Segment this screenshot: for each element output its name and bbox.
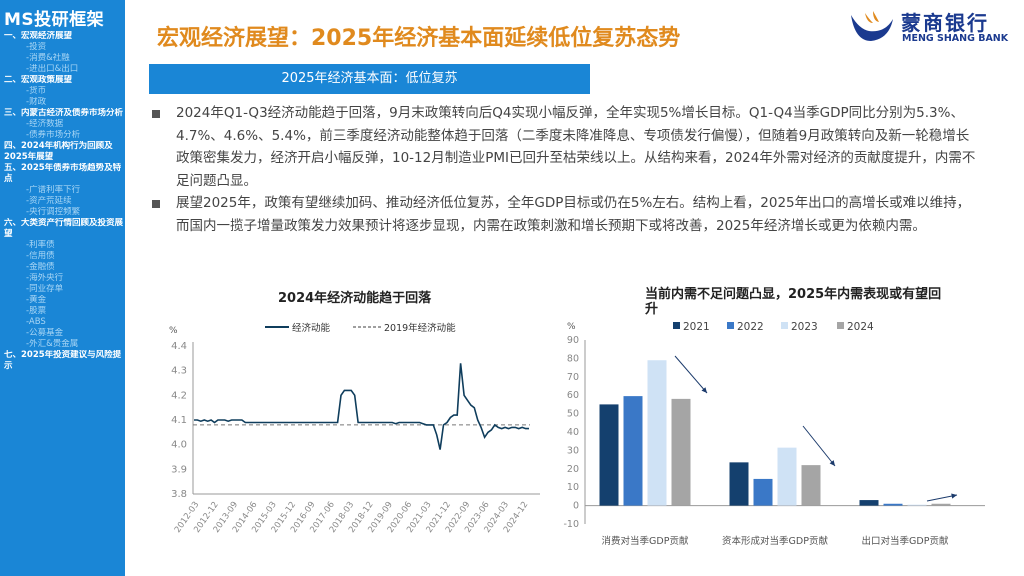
bar: [931, 503, 951, 506]
line-chart-title: 2024年经济动能趋于回落: [278, 291, 432, 306]
paragraph-1: 2024年Q1-Q3经济动能趋于回落，9月末政策转向后Q4实现小幅反弹，全年实现…: [150, 102, 980, 192]
y-tick-label: 10: [567, 482, 579, 493]
sidebar-item[interactable]: -利率债: [26, 240, 55, 250]
legend-swatch: [837, 322, 844, 329]
sidebar-item[interactable]: -广谱利率下行: [26, 185, 81, 195]
y-tick-label: 4.4: [171, 341, 187, 352]
x-category-label: 资本形成对当季GDP贡献: [722, 535, 828, 547]
legend-label: 2023: [791, 321, 818, 333]
bar-chart: % 90 80 70 60 50 40 30 20 10 0 -10 2021 2022 2023 2024 消…: [563, 321, 985, 547]
y-tick-label: 4.2: [171, 390, 187, 401]
legend-swatch: [781, 322, 788, 329]
sidebar-item[interactable]: -ABS: [26, 317, 46, 327]
bar: [753, 478, 773, 506]
y-tick-label: 90: [567, 335, 579, 346]
sidebar-item[interactable]: -黄金: [26, 295, 47, 305]
sidebar-item[interactable]: 五、2025年债券市场趋势及特点: [4, 163, 122, 184]
y-tick-label: 4.0: [171, 440, 187, 451]
logo-text-cn: 蒙商银行: [901, 11, 989, 35]
sidebar-item[interactable]: -信用债: [26, 251, 55, 261]
legend-swatch: [727, 322, 734, 329]
y-tick-label: 80: [567, 353, 579, 364]
y-tick-label: 40: [567, 427, 579, 438]
y-tick-label: 4.3: [171, 366, 187, 377]
sidebar-item[interactable]: -海外央行: [26, 273, 64, 283]
bar: [671, 398, 691, 506]
logo-text-en: MENG SHANG BANK: [902, 33, 1009, 44]
sidebar-item[interactable]: -投资: [26, 42, 47, 52]
paragraph-2: 展望2025年，政策有望继续加码、推动经济低位复苏，全年GDP目标或仍在5%左右…: [150, 192, 980, 237]
sidebar-item[interactable]: -同业存单: [26, 284, 64, 294]
sidebar-item[interactable]: 三、内蒙古经济及债券市场分析: [4, 108, 124, 118]
sidebar-nav: MS投研框架 一、宏观经济展望 -投资 -消费&社融 -进出口&出口 二、宏观政策展望 -…: [0, 0, 125, 576]
trend-arrow-head-icon: [701, 387, 707, 393]
series-line-economic-momentum: [194, 363, 529, 450]
sidebar-item[interactable]: -债券市场分析: [26, 130, 81, 140]
y-tick-label: 60: [567, 390, 579, 401]
sidebar-item[interactable]: -公募基金: [26, 328, 64, 338]
legend-label: 2022: [737, 321, 764, 333]
sidebar-item[interactable]: -央行调控频繁: [26, 207, 81, 217]
bar: [859, 500, 879, 506]
sidebar-item[interactable]: 二、宏观政策展望: [4, 75, 73, 85]
sidebar-item[interactable]: -经济数据: [26, 119, 64, 129]
trend-arrow-icon: [674, 355, 708, 394]
page-title: 宏观经济展望：2025年经济基本面延续低位复苏态势: [157, 26, 681, 51]
sidebar-menu: 一、宏观经济展望 -投资 -消费&社融 -进出口&出口 二、宏观政策展望 -货币 -财政 三、…: [4, 31, 124, 372]
bullet-square-icon: [152, 200, 160, 208]
body-text: 2024年Q1-Q3经济动能趋于回落，9月末政策转向后Q4实现小幅反弹，全年实现…: [150, 102, 980, 237]
trend-arrow-head-icon: [951, 493, 957, 499]
sidebar-item[interactable]: -资产荒延续: [26, 196, 72, 206]
y-tick-label: 30: [567, 445, 579, 456]
bar: [599, 404, 619, 506]
paragraph-text: 展望2025年，政策有望继续加码、推动经济低位复苏，全年GDP目标或仍在5%左右…: [176, 195, 971, 234]
sidebar-item[interactable]: -财政: [26, 97, 47, 107]
sidebar-title: MS投研框架: [4, 10, 105, 30]
section-heading: 2025年经济基本面：低位复苏: [149, 64, 590, 94]
y-tick-label: -10: [563, 519, 579, 530]
trend-arrow-head-icon: [829, 460, 835, 466]
legend-label: 2019年经济动能: [384, 322, 456, 334]
y-unit-label: %: [169, 326, 178, 336]
x-category-label: 出口对当季GDP贡献: [862, 535, 949, 547]
sidebar-item[interactable]: 一、宏观经济展望: [4, 31, 73, 41]
y-tick-label: 0: [573, 501, 579, 512]
bar: [777, 447, 797, 506]
paragraph-text: 2024年Q1-Q3经济动能趋于回落，9月末政策转向后Q4实现小幅反弹，全年实现…: [176, 105, 976, 189]
y-tick-label: 4.1: [171, 415, 187, 426]
x-category-label: 消费对当季GDP贡献: [602, 535, 689, 547]
bar-chart-title: 当前内需不足问题凸显，2025年内需表现或有望回升: [645, 287, 942, 317]
bar: [623, 396, 643, 506]
bar: [907, 504, 927, 506]
sidebar-item[interactable]: -消费&社融: [26, 53, 70, 63]
bank-logo: 蒙商银行 MENG SHANG BANK: [845, 9, 1020, 49]
bar: [801, 465, 821, 506]
sidebar-item[interactable]: 七、2025年投资建议与风险提示: [4, 350, 122, 371]
legend-label: 2024: [847, 321, 874, 333]
legend-swatch: [673, 322, 680, 329]
y-unit-label: %: [567, 322, 576, 332]
y-tick-label: 3.8: [171, 489, 187, 500]
sidebar-item[interactable]: 四、2024年机构行为回顾及2025年展望: [4, 141, 113, 162]
trend-arrow-icon: [802, 425, 836, 467]
bar: [729, 462, 749, 506]
sidebar-item[interactable]: -进出口&出口: [26, 64, 79, 74]
logo-mark-icon: [851, 11, 893, 41]
sidebar-item[interactable]: -金融债: [26, 262, 55, 272]
bar: [647, 360, 667, 506]
sidebar-item[interactable]: -外汇&贵金属: [26, 339, 79, 349]
bullet-square-icon: [152, 110, 160, 118]
sidebar-item[interactable]: -股票: [26, 306, 47, 316]
legend-label: 2021: [683, 321, 710, 333]
bar: [883, 503, 903, 506]
legend-label: 经济动能: [292, 322, 331, 334]
y-tick-label: 70: [567, 372, 579, 383]
y-tick-label: 20: [567, 464, 579, 475]
y-tick-label: 50: [567, 409, 579, 420]
y-tick-label: 3.9: [171, 464, 187, 475]
sidebar-item[interactable]: 六、大类资产行情回顾及投资展望: [4, 218, 124, 239]
sidebar-item[interactable]: -货币: [26, 86, 47, 96]
